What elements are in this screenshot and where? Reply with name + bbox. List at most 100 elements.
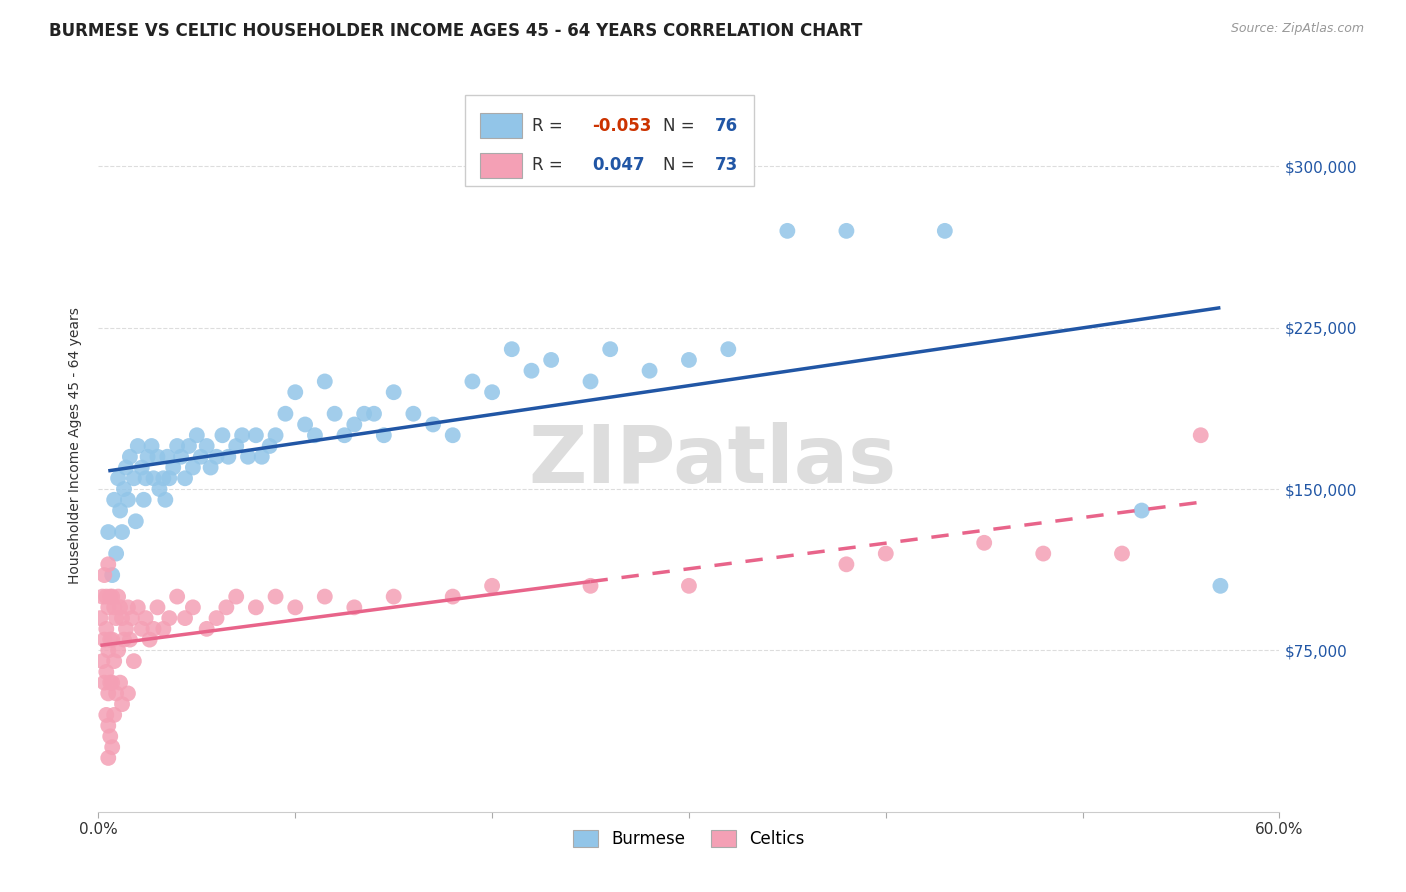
Point [142,471,165,485]
Text: BURMESE VS CELTIC HOUSEHOLDER INCOME AGES 45 - 64 YEARS CORRELATION CHART: BURMESE VS CELTIC HOUSEHOLDER INCOME AGE… [49,22,863,40]
Point [101,740,124,755]
Point [520,364,543,378]
Point [461,375,484,389]
Point [108,503,131,517]
Point [108,675,131,690]
Point [205,611,228,625]
Point [98,590,121,604]
Point [107,643,129,657]
Point [101,675,124,690]
Point [190,450,212,464]
Text: 76: 76 [714,117,738,135]
Point [934,224,956,238]
Point [217,450,239,464]
Point [540,353,562,368]
Point [1209,579,1232,593]
Point [103,492,125,507]
Point [131,460,153,475]
Point [122,654,145,668]
Point [146,600,169,615]
Point [835,558,858,572]
Point [264,590,287,604]
Point [105,547,128,561]
Point [107,590,129,604]
Point [112,482,135,496]
Point [157,471,180,485]
Point [177,439,200,453]
Point [152,622,174,636]
Y-axis label: Householder Income Ages 45 - 64 years: Householder Income Ages 45 - 64 years [69,308,83,584]
Text: -0.053: -0.053 [592,117,651,135]
Point [875,547,897,561]
Point [166,590,188,604]
Point [97,751,120,765]
Text: 73: 73 [714,156,738,174]
Point [1189,428,1212,442]
Point [638,364,661,378]
Point [162,460,184,475]
Point [156,450,179,464]
FancyBboxPatch shape [479,113,523,138]
Point [157,611,180,625]
Point [115,622,138,636]
Point [215,600,238,615]
Point [101,590,124,604]
Point [481,385,503,400]
Point [103,707,125,722]
Point [97,524,120,539]
Point [678,353,700,368]
Point [181,600,204,615]
Point [579,375,602,389]
Point [111,697,134,711]
Point [127,439,149,453]
Point [174,611,197,625]
Point [117,686,139,700]
Point [97,719,120,733]
Point [195,622,218,636]
Point [93,568,115,582]
Point [501,342,523,356]
Point [314,375,336,389]
Point [125,514,148,528]
Point [284,600,307,615]
Point [108,600,131,615]
Point [200,460,222,475]
Point [97,686,120,700]
Point [373,428,395,442]
Point [1111,547,1133,561]
Legend: Burmese, Celtics: Burmese, Celtics [567,823,811,855]
Point [599,342,621,356]
Point [121,611,143,625]
Point [96,707,118,722]
Point [835,224,858,238]
Point [96,590,118,604]
Text: 0.047: 0.047 [592,156,645,174]
Point [973,536,995,550]
Point [776,224,799,238]
Point [304,428,326,442]
Point [155,492,177,507]
Point [225,439,247,453]
Point [117,492,139,507]
Point [236,450,259,464]
Point [441,428,464,442]
Point [205,450,228,464]
Point [91,654,114,668]
Point [245,428,267,442]
Point [250,450,273,464]
Point [225,590,247,604]
Point [363,407,385,421]
Point [274,407,297,421]
Point [97,643,120,657]
Point [284,385,307,400]
Point [678,579,700,593]
Point [717,342,740,356]
Point [122,471,145,485]
Point [148,482,170,496]
Point [259,439,281,453]
Point [101,632,124,647]
Point [135,611,157,625]
Text: N =: N = [664,117,695,135]
Point [142,622,165,636]
Point [91,590,114,604]
